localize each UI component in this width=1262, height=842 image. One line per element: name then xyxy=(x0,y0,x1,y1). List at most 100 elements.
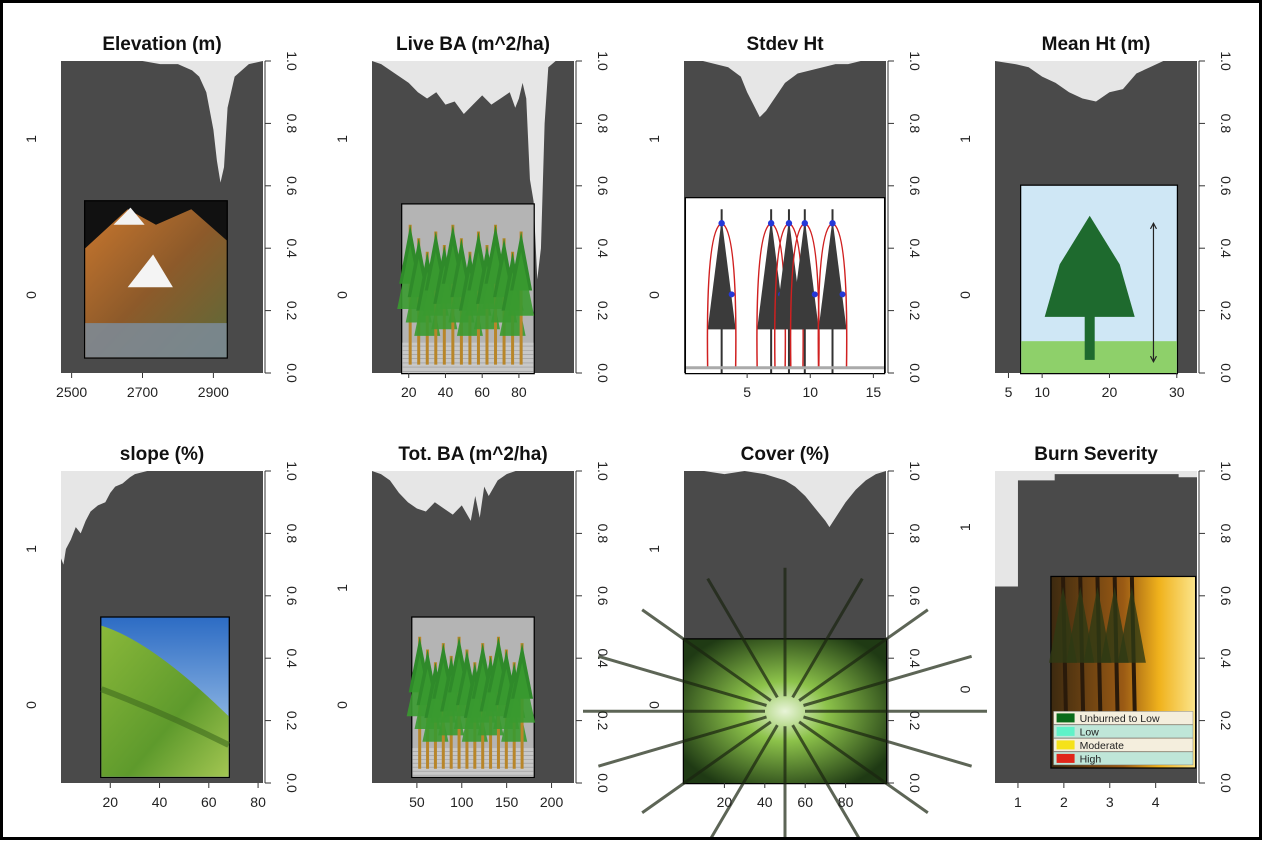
legend-label: High xyxy=(1080,753,1102,765)
y-tick-label: 0.8 xyxy=(1218,524,1234,544)
y-tick-label: 1.0 xyxy=(284,461,300,481)
y-tick-label: 0.6 xyxy=(907,176,923,196)
y-tick-label: 0.4 xyxy=(1218,238,1234,258)
y-tick-label: 0.2 xyxy=(1218,301,1234,321)
hillside-image xyxy=(100,616,231,779)
left-tick-label: 0 xyxy=(334,701,350,709)
y-tick-label: 0.2 xyxy=(595,711,611,731)
legend-swatch xyxy=(1056,740,1075,750)
y-tick-label: 1.0 xyxy=(284,51,300,71)
tree-stand-image xyxy=(397,203,535,375)
y-tick-label: 0.0 xyxy=(284,363,300,383)
y-tick-label: 1.0 xyxy=(1218,461,1234,481)
y-tick-label: 0.6 xyxy=(907,586,923,606)
legend-row xyxy=(1053,738,1194,752)
left-tick-label: 0 xyxy=(646,701,662,709)
x-tick-label: 150 xyxy=(495,794,519,810)
y-tick-label: 0.0 xyxy=(284,773,300,793)
left-tick-label: 1 xyxy=(957,135,973,143)
y-tick-label: 0.8 xyxy=(907,114,923,134)
left-tick-label: 1 xyxy=(334,584,350,592)
y-tick-label: 0.6 xyxy=(595,176,611,196)
x-tick-label: 2900 xyxy=(198,384,229,400)
legend-swatch xyxy=(1056,726,1075,736)
y-tick-label: 0.6 xyxy=(284,586,300,606)
x-tick-label: 5 xyxy=(743,384,751,400)
x-tick-label: 20 xyxy=(717,794,733,810)
y-tick-label: 0.2 xyxy=(907,711,923,731)
left-tick-label: 0 xyxy=(334,291,350,299)
y-tick-label: 0.0 xyxy=(1218,363,1234,383)
y-tick-label: 0.2 xyxy=(284,711,300,731)
x-tick-label: 40 xyxy=(438,384,454,400)
legend-swatch xyxy=(1056,753,1075,763)
y-tick-label: 0.2 xyxy=(284,301,300,321)
y-tick-label: 0.0 xyxy=(907,773,923,793)
panel-title: Burn Severity xyxy=(1034,444,1158,465)
x-tick-label: 60 xyxy=(797,794,813,810)
left-tick-label: 1 xyxy=(334,135,350,143)
x-tick-label: 50 xyxy=(409,794,425,810)
legend-label: Low xyxy=(1080,726,1100,738)
left-tick-label: 1 xyxy=(646,545,662,553)
mountain-terrain-image xyxy=(83,200,228,359)
legend-swatch xyxy=(1056,713,1075,723)
y-tick-label: 0.4 xyxy=(907,648,923,668)
x-tick-label: 10 xyxy=(1034,384,1050,400)
left-tick-label: 0 xyxy=(23,701,39,709)
y-tick-label: 0.4 xyxy=(1218,648,1234,668)
y-tick-label: 0.0 xyxy=(595,773,611,793)
x-tick-label: 15 xyxy=(866,384,882,400)
x-tick-label: 5 xyxy=(1005,384,1013,400)
y-tick-label: 0.4 xyxy=(595,238,611,258)
x-tick-label: 100 xyxy=(450,794,474,810)
x-tick-label: 3 xyxy=(1106,794,1114,810)
single-tree-image xyxy=(1020,184,1179,375)
legend-label: Moderate xyxy=(1080,740,1125,752)
y-tick-label: 0.6 xyxy=(1218,176,1234,196)
left-tick-label: 1 xyxy=(957,523,973,531)
canopy-image xyxy=(583,567,987,842)
x-tick-label: 2500 xyxy=(56,384,87,400)
x-tick-label: 2700 xyxy=(127,384,158,400)
y-tick-label: 1.0 xyxy=(1218,51,1234,71)
left-tick-label: 0 xyxy=(957,685,973,693)
tree-stand-image xyxy=(406,616,536,779)
panel-title: Tot. BA (m^2/ha) xyxy=(398,444,547,465)
legend-row xyxy=(1053,711,1194,725)
panel-1: Elevation (m) 2500 2700 2900 1 0 0.0 0.2 0.4 0.6 0… xyxy=(23,34,300,400)
x-tick-label: 4 xyxy=(1152,794,1160,810)
x-tick-label: 30 xyxy=(1169,384,1185,400)
panel-title: Mean Ht (m) xyxy=(1042,34,1151,55)
y-tick-label: 0.8 xyxy=(595,524,611,544)
y-tick-label: 0.0 xyxy=(595,363,611,383)
y-tick-label: 0.8 xyxy=(284,524,300,544)
left-tick-label: 1 xyxy=(23,135,39,143)
y-tick-label: 0.8 xyxy=(1218,114,1234,134)
left-tick-label: 0 xyxy=(646,291,662,299)
x-tick-label: 2 xyxy=(1060,794,1068,810)
legend-row xyxy=(1053,724,1194,739)
y-tick-label: 0.2 xyxy=(1218,711,1234,731)
y-tick-label: 0.8 xyxy=(595,114,611,134)
x-tick-label: 40 xyxy=(152,794,168,810)
y-tick-label: 1.0 xyxy=(595,51,611,71)
panel-7: Cover (%) 20 40 60 80 1 0 0.0 0.2 0.4 0.6 0.8 1.0 xyxy=(583,444,987,842)
y-tick-label: 0.4 xyxy=(284,238,300,258)
panel-2: Live BA (m^2/ha) 20 40 60 80 1 0 0.0 0.2 0.4 0.6 0.… xyxy=(334,34,611,400)
y-tick-label: 0.6 xyxy=(595,586,611,606)
y-tick-label: 0.4 xyxy=(907,238,923,258)
y-tick-label: 1.0 xyxy=(907,51,923,71)
tree-profile-image xyxy=(684,197,886,375)
panel-5: slope (%) 20 40 60 80 1 0 0.0 0.2 0.4 0.6 0.8 1.0 xyxy=(23,444,300,810)
x-tick-label: 1 xyxy=(1014,794,1022,810)
y-tick-label: 0.0 xyxy=(907,363,923,383)
panel-title: Elevation (m) xyxy=(102,34,221,55)
y-tick-label: 0.2 xyxy=(595,301,611,321)
x-tick-label: 80 xyxy=(838,794,854,810)
y-tick-label: 0.8 xyxy=(284,114,300,134)
